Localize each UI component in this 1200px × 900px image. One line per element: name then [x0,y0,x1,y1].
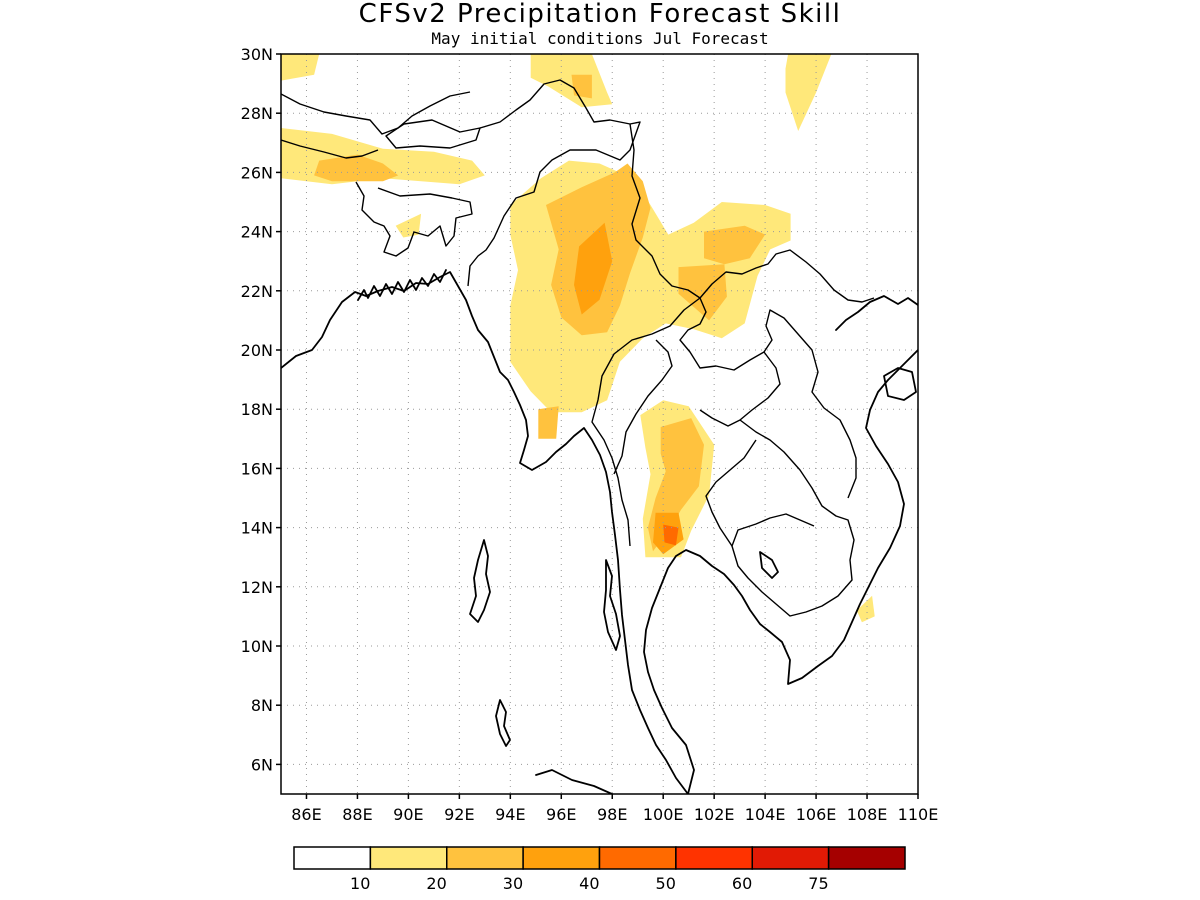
skill-region-northwest-corner [281,54,320,81]
lat-tick-label: 6N [251,755,273,774]
skill-region-eastern-china-strip [785,54,832,131]
colorbar-swatch [751,846,830,870]
country-borders [281,79,875,617]
tonle-sap-lake [759,551,779,579]
lat-tick-label: 8N [251,696,273,715]
colorbar-swatch [369,846,448,870]
lat-tick-label: 16N [241,459,273,478]
border-bhutan [385,119,481,149]
colorbar-label: 30 [503,874,523,893]
lon-tick-label: 100E [643,805,684,824]
colorbar: 10 20 30 40 50 60 75 [293,846,906,893]
skill-region-yunnan-east [704,225,766,265]
longitude-tick-labels: 86E 88E 90E 92E 94E 96E 98E 100E 102E 104E 106E 108… [291,794,938,824]
lon-tick-label: 96E [546,805,576,824]
lat-tick-label: 14N [241,519,273,538]
coastline-south-china [835,295,918,331]
skill-region-laos-patch [678,264,727,321]
skill-region-southern-vietnam [856,595,875,623]
lat-tick-label: 28N [241,104,273,123]
lat-lon-grid [281,54,918,794]
figure-title: CFSv2 Precipitation Forecast Skill [359,0,842,29]
lon-tick-label: 94E [495,805,525,824]
coastline-andaman-islands [469,539,491,623]
coastline-nicobar-islands [495,699,511,747]
border-thailand-east [613,339,673,475]
lon-tick-label: 88E [342,805,372,824]
lat-tick-label: 10N [241,637,273,656]
map-plot-area [280,53,919,795]
colorbar-swatch [675,846,754,870]
lat-tick-label: 24N [241,223,273,242]
lon-tick-label: 86E [291,805,321,824]
colorbar-label: 75 [808,874,828,893]
border-cambodia [731,419,855,617]
border-bangladesh [355,181,473,257]
lon-tick-label: 106E [796,805,837,824]
lon-tick-label: 102E [694,805,735,824]
coastlines [281,269,918,794]
lat-tick-label: 22N [241,282,273,301]
border-india-myanmar [467,79,641,287]
border-laos-china [699,249,875,303]
skill-region-yunnan-patch [571,74,592,99]
border-laos-vietnam [763,309,857,499]
lon-tick-label: 92E [444,805,474,824]
border-myanmar-thailand [591,297,701,547]
skill-region-myanmar-core [574,222,613,315]
colorbar-swatch [446,846,524,870]
colorbar-swatch [598,846,677,870]
lon-tick-label: 90E [393,805,423,824]
skill-region-bangladesh-border [314,154,399,182]
lat-tick-label: 26N [241,163,273,182]
coastline-gulf-vietnam [643,349,918,794]
lat-tick-label: 30N [241,45,273,64]
colorbar-label: 50 [656,874,676,893]
figure-subtitle: May initial conditions Jul Forecast [431,29,768,48]
coastline-myeik-islands [603,559,621,651]
border-thailand-cambodia [705,439,757,547]
colorbar-label: 60 [732,874,752,893]
colorbar-swatch [827,846,906,870]
colorbar-swatch [293,846,372,870]
map-frame [280,53,919,795]
lat-tick-label: 12N [241,578,273,597]
lon-tick-label: 98E [597,805,627,824]
lat-tick-label: 18N [241,400,273,419]
coastline-mainland-west [281,271,689,794]
colorbar-label: 20 [426,874,446,893]
latitude-tick-labels: 30N 28N 26N 24N 22N 20N 18N 16N 14N 12N 10N 8N 6N [241,45,281,774]
coastline-hainan [883,367,917,401]
border-myanmar-china [629,123,701,299]
lon-tick-label: 108E [847,805,888,824]
skill-region-thailand-max [663,524,679,546]
skill-region-myanmar-south-spot [538,406,559,439]
coastline-sumatra [535,769,613,794]
lon-tick-label: 104E [745,805,786,824]
lon-tick-label: 110E [898,805,939,824]
colorbar-swatch [522,846,601,870]
lat-tick-label: 20N [241,341,273,360]
skill-contour-fills [281,54,875,623]
coastline-ganges-delta [357,269,447,301]
colorbar-label: 10 [350,874,370,893]
border-nepal-india [281,139,379,159]
border-nepal-tibet [281,91,471,135]
colorbar-label: 40 [579,874,599,893]
